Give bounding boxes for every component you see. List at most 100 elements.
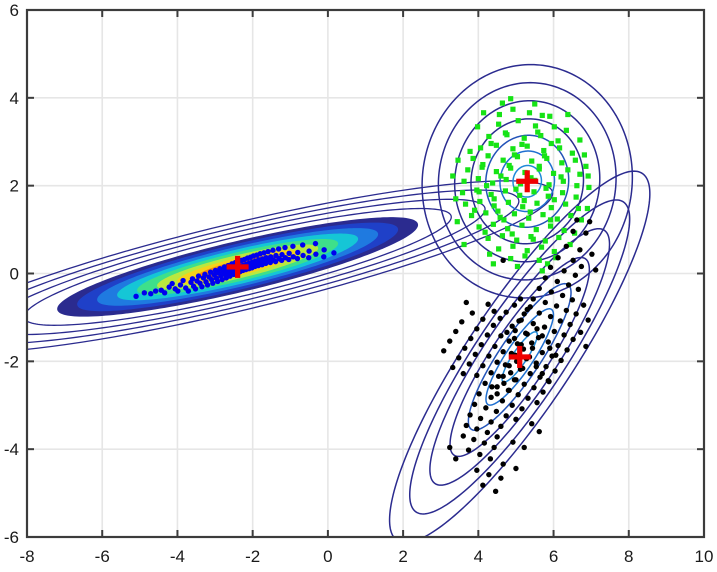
data-point-cluster-2 <box>519 222 525 228</box>
data-point-cluster-3 <box>502 362 509 368</box>
contour-ring-cluster-2 <box>437 81 617 281</box>
data-point-cluster-2 <box>476 224 482 230</box>
data-point-cluster-3 <box>559 292 566 299</box>
data-point-cluster-1 <box>217 265 223 272</box>
data-point-cluster-3 <box>552 368 558 374</box>
data-point-cluster-2 <box>491 196 497 202</box>
data-point-cluster-3 <box>536 285 542 292</box>
data-point-cluster-2 <box>551 248 557 255</box>
data-point-cluster-2 <box>561 227 567 234</box>
data-point-cluster-2 <box>450 173 456 179</box>
data-point-cluster-3 <box>513 465 519 472</box>
data-point-cluster-3 <box>541 324 548 330</box>
data-point-cluster-1 <box>175 288 181 294</box>
data-point-cluster-2 <box>505 226 511 232</box>
data-point-cluster-2 <box>583 163 589 169</box>
data-point-cluster-2 <box>513 186 519 192</box>
data-point-cluster-3 <box>456 355 462 361</box>
data-point-cluster-2 <box>461 178 467 184</box>
data-point-cluster-1 <box>204 282 211 288</box>
data-point-cluster-2 <box>480 110 487 116</box>
data-point-cluster-1 <box>263 260 269 267</box>
data-point-cluster-2 <box>547 113 553 119</box>
data-point-cluster-2 <box>524 143 530 149</box>
data-point-cluster-3 <box>511 302 518 308</box>
data-point-cluster-3 <box>488 419 494 425</box>
x-tick-label: 4 <box>474 547 483 566</box>
x-tick-label: 10 <box>695 547 714 566</box>
data-point-cluster-3 <box>468 335 474 342</box>
data-point-cluster-2 <box>522 253 528 259</box>
data-point-cluster-3 <box>500 348 506 355</box>
data-point-cluster-2 <box>514 237 520 243</box>
data-point-cluster-1 <box>185 288 192 294</box>
data-point-cluster-2 <box>508 96 514 102</box>
data-point-cluster-2 <box>454 219 460 225</box>
data-point-cluster-3 <box>539 349 545 356</box>
data-point-cluster-3 <box>577 247 583 253</box>
data-point-cluster-2 <box>574 183 580 189</box>
data-point-cluster-2 <box>536 257 542 263</box>
data-point-cluster-2 <box>556 145 563 151</box>
data-point-cluster-3 <box>494 359 500 365</box>
data-point-cluster-3 <box>548 289 554 295</box>
data-point-cluster-3 <box>493 408 500 415</box>
data-point-cluster-2 <box>517 181 524 187</box>
data-point-cluster-1 <box>331 250 337 256</box>
data-point-cluster-3 <box>511 335 518 342</box>
data-point-cluster-2 <box>568 212 574 219</box>
data-point-cluster-2 <box>486 133 492 140</box>
data-point-cluster-1 <box>290 243 296 249</box>
data-point-cluster-3 <box>534 399 540 406</box>
data-point-cluster-3 <box>484 429 491 436</box>
data-point-cluster-3 <box>441 348 447 354</box>
data-point-cluster-3 <box>525 395 531 401</box>
x-tick-labels: -8 -6 -4 -2 0 2 4 6 8 10 <box>19 547 713 566</box>
data-point-cluster-2 <box>562 201 569 207</box>
data-point-cluster-3 <box>583 343 589 350</box>
data-point-cluster-1 <box>313 251 319 257</box>
data-point-cluster-3 <box>466 361 473 367</box>
data-point-cluster-2 <box>506 162 512 169</box>
data-point-cluster-2 <box>496 121 502 127</box>
data-point-cluster-3 <box>492 343 498 350</box>
data-point-cluster-2 <box>536 163 542 169</box>
data-point-cluster-2 <box>498 173 504 179</box>
contour-ring-cluster-2 <box>499 150 556 213</box>
data-point-cluster-3 <box>567 321 573 328</box>
data-point-cluster-1 <box>286 250 292 256</box>
data-point-cluster-2 <box>531 189 537 195</box>
data-point-cluster-2 <box>479 164 485 170</box>
data-point-cluster-3 <box>563 243 570 249</box>
data-point-cluster-2 <box>493 142 499 148</box>
data-point-cluster-2 <box>511 152 518 158</box>
data-point-cluster-2 <box>467 148 473 155</box>
data-point-cluster-2 <box>555 138 561 144</box>
data-point-cluster-3 <box>504 329 510 336</box>
data-point-cluster-3 <box>500 461 506 467</box>
data-point-cluster-3 <box>474 326 480 332</box>
data-point-cluster-2 <box>502 188 509 194</box>
data-point-cluster-1 <box>282 244 288 251</box>
data-point-cluster-2 <box>521 135 527 141</box>
data-point-cluster-2 <box>536 166 542 172</box>
data-point-cluster-3 <box>536 310 542 316</box>
data-point-cluster-2 <box>493 169 499 175</box>
data-point-cluster-1 <box>270 247 276 253</box>
data-point-cluster-3 <box>577 329 584 336</box>
x-tick-label: -4 <box>170 547 185 566</box>
data-point-cluster-3 <box>545 377 551 384</box>
data-point-cluster-3 <box>554 278 561 285</box>
data-point-cluster-3 <box>578 263 585 270</box>
data-point-cluster-2 <box>508 255 514 262</box>
data-point-cluster-2 <box>476 189 482 195</box>
data-point-cluster-2 <box>543 185 549 191</box>
data-point-cluster-3 <box>547 313 554 320</box>
data-point-cluster-2 <box>501 217 507 223</box>
data-point-cluster-3 <box>474 372 480 379</box>
data-point-cluster-1 <box>166 284 172 290</box>
data-point-cluster-3 <box>517 296 524 302</box>
data-point-cluster-1 <box>286 256 292 263</box>
data-point-cluster-2 <box>532 123 539 129</box>
data-point-cluster-1 <box>207 269 214 275</box>
